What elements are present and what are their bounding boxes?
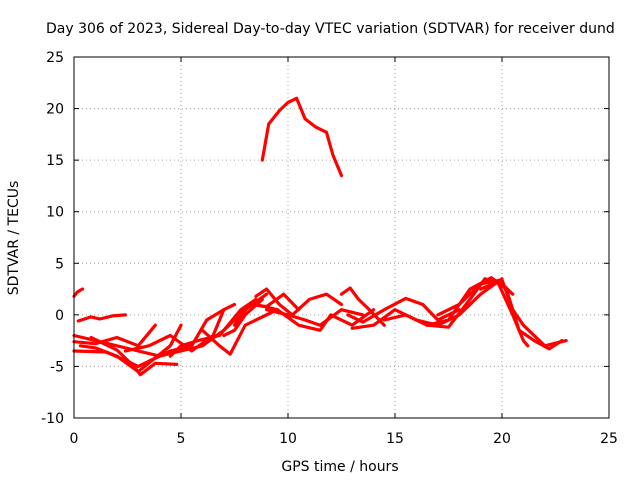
y-axis-label: SDTVAR / TECUs	[6, 181, 22, 296]
series-arc-1	[72, 287, 85, 298]
series-arc-13	[222, 297, 264, 338]
series-arc-21	[350, 277, 504, 330]
y-tick-label: -5	[50, 359, 64, 375]
y-tick-labels: -10 -5 0 5 10 15 20 25	[41, 50, 64, 427]
chart-title: Day 306 of 2023, Sidereal Day-to-day VTE…	[46, 21, 615, 37]
x-tick-label: 25	[600, 431, 618, 447]
x-tick-label: 0	[70, 431, 79, 447]
series-arc-2	[76, 313, 128, 323]
y-tick-label: 15	[46, 153, 64, 169]
series-arc-19	[339, 286, 386, 327]
x-tick-label: 15	[386, 431, 404, 447]
y-tick-label: 0	[55, 308, 64, 324]
series-arc-25	[479, 280, 530, 348]
series-arc-17	[254, 302, 376, 332]
y-tick-label: 10	[46, 205, 64, 221]
x-tick-label: 10	[279, 431, 297, 447]
x-tick-label: 5	[177, 431, 186, 447]
series-arc-8	[123, 308, 226, 353]
x-tick-labels: 0 5 10 15 20 25	[70, 431, 618, 447]
grid	[74, 57, 609, 418]
series-arc-4	[72, 323, 157, 348]
series-arc-23	[425, 276, 564, 351]
series-arc-24	[436, 278, 568, 348]
y-tick-label: 20	[46, 102, 64, 118]
data-series	[72, 96, 568, 377]
plot-frame	[73, 56, 610, 419]
x-tick-label: 20	[493, 431, 511, 447]
x-axis-label: GPS time / hours	[281, 459, 398, 475]
y-tick-label: 5	[55, 256, 64, 272]
series-arc-7	[89, 335, 179, 377]
y-tick-label: 25	[46, 50, 64, 66]
series-arc-18	[260, 96, 344, 178]
y-tick-label: -10	[41, 411, 64, 427]
series-arc-9	[147, 302, 237, 363]
series-arc-12	[200, 308, 279, 356]
axis-ticks	[73, 56, 610, 419]
series-arc-5	[78, 323, 183, 374]
series-arc-20	[346, 296, 461, 324]
